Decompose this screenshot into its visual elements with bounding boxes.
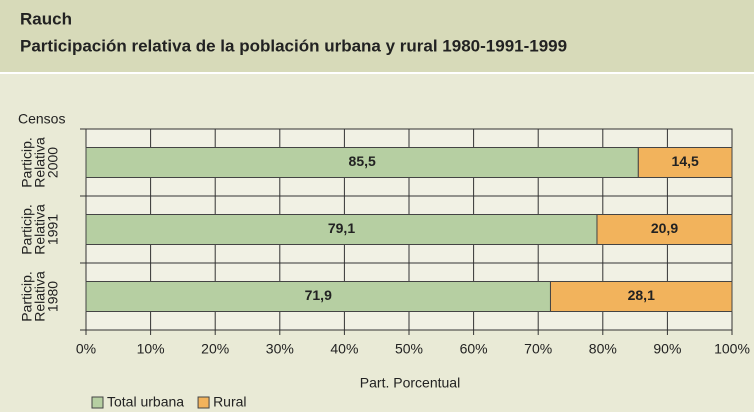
y-tick-label: Particip.: [19, 271, 35, 322]
y-tick-label: Particip.: [19, 204, 35, 255]
x-tick-label: 30%: [266, 341, 294, 357]
x-tick-label: 50%: [395, 341, 423, 357]
bar-segment: [85, 147, 639, 178]
data-label: 20,9: [651, 220, 678, 236]
x-tick-label: 60%: [460, 341, 488, 357]
header-band: [0, 0, 754, 72]
x-tick-label: 20%: [201, 341, 229, 357]
x-tick-label: 90%: [653, 341, 681, 357]
y-tick-label: Particip.: [19, 137, 35, 188]
bar-segment: [85, 214, 598, 245]
y-tick-label: Relativa: [32, 204, 48, 255]
x-axis-label: Part. Porcentual: [360, 375, 460, 391]
data-label: 85,5: [349, 153, 376, 169]
x-tick-label: 40%: [330, 341, 358, 357]
x-tick-label: 10%: [137, 341, 165, 357]
x-tick-label: 100%: [714, 341, 750, 357]
header: Rauch: [20, 9, 72, 28]
chart-title: Participación relativa de la población u…: [20, 36, 567, 55]
x-tick-label: 70%: [524, 341, 552, 357]
y-tick-label: Relativa: [32, 137, 48, 188]
x-tick-label: 80%: [589, 341, 617, 357]
data-label: 28,1: [628, 287, 655, 303]
y-tick-label: Relativa: [32, 271, 48, 322]
legend-swatch: [197, 396, 210, 409]
bar-segment: [549, 281, 733, 312]
legend-label: Rural: [213, 394, 246, 410]
data-label: 14,5: [672, 153, 699, 169]
legend-label: Total urbana: [107, 394, 184, 410]
bar-segment: [637, 147, 733, 178]
bar-segment: [596, 214, 733, 245]
bar-segment: [85, 281, 551, 312]
x-tick-label: 0%: [76, 341, 96, 357]
y-tick-label: 1980: [45, 281, 61, 312]
y-axis-label: Censos: [18, 111, 65, 127]
data-label: 71,9: [305, 287, 332, 303]
y-tick-label: 2000: [45, 147, 61, 178]
legend-swatch: [91, 396, 104, 409]
data-label: 79,1: [328, 220, 355, 236]
y-tick-label: 1991: [45, 214, 61, 245]
